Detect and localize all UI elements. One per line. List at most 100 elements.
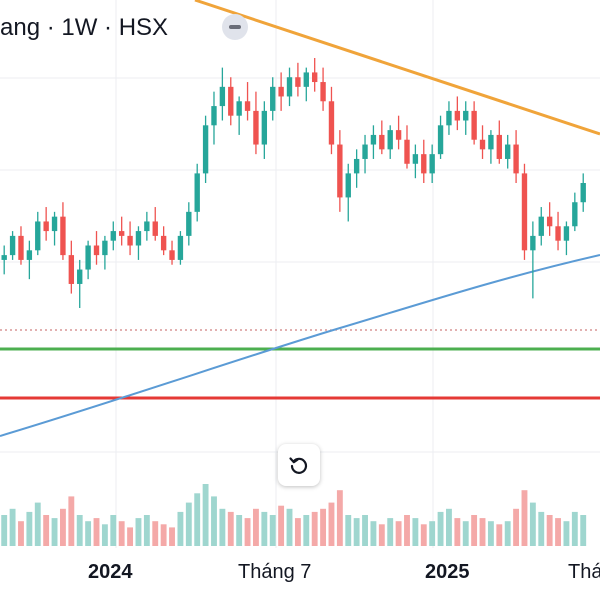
candle-body: [43, 221, 49, 232]
volume-bar: [286, 508, 293, 546]
candle-body: [236, 101, 242, 116]
candle-body: [110, 231, 116, 241]
volume-bar: [101, 524, 108, 546]
candle-body: [370, 134, 377, 145]
candle-body: [1, 255, 7, 260]
candle-body: [563, 226, 570, 241]
volume-bar: [51, 518, 58, 546]
candle-body: [505, 144, 511, 159]
volume-bar: [127, 527, 134, 546]
volume-bar: [76, 515, 83, 546]
volume-bar: [454, 518, 461, 546]
candle-body: [160, 235, 167, 251]
candle-body: [353, 158, 360, 174]
candle-body: [152, 221, 158, 236]
candle-body: [412, 154, 419, 164]
volume-bar: [563, 521, 570, 546]
collapse-legend-button[interactable]: [222, 14, 248, 40]
volume-bar: [479, 518, 486, 546]
candle-body: [253, 110, 259, 145]
moving-average-line: [0, 254, 600, 437]
volume-bar: [194, 493, 201, 546]
descending-trendline: [194, 0, 600, 136]
volume-bar: [34, 502, 41, 546]
volume-bar: [437, 511, 444, 546]
candle-body: [387, 130, 393, 150]
volume-bar: [370, 521, 377, 546]
candle-body: [144, 221, 150, 232]
candle-body: [404, 139, 410, 164]
candle-body: [320, 82, 326, 102]
candle-body: [379, 134, 385, 150]
volume-bar: [244, 518, 251, 546]
candle-body: [26, 250, 33, 260]
volume-bar: [1, 515, 8, 546]
candle-body: [51, 216, 58, 232]
volume-bar: [60, 508, 66, 546]
volume-bar: [236, 515, 243, 546]
candle-body: [421, 154, 427, 174]
symbol-title: ang · 1W · HSX: [0, 14, 169, 41]
volume-bar: [135, 518, 142, 546]
candle-body: [60, 216, 66, 256]
candle-body: [228, 86, 234, 116]
volume-bar: [496, 524, 503, 546]
candle-body: [555, 226, 561, 241]
volume-bar: [571, 511, 578, 546]
volume-bar: [18, 521, 24, 546]
candle-body: [312, 72, 318, 83]
volume-bar: [546, 515, 553, 546]
volume-bar: [9, 508, 16, 546]
volume-bar: [26, 511, 33, 546]
candle-body: [186, 211, 192, 236]
candle-body: [295, 77, 301, 87]
candle-body: [513, 144, 519, 174]
rotate-ccw-icon: [289, 457, 308, 474]
volume-bar: [504, 521, 511, 546]
volume-bar: [219, 508, 226, 546]
candle-body: [580, 183, 586, 203]
candle-body: [303, 72, 309, 87]
candle-body: [530, 235, 536, 251]
x-axis-label-thang-7: Tháng 7: [238, 561, 312, 583]
volume-bar: [513, 508, 520, 546]
candle-body: [395, 130, 402, 140]
candle-body: [429, 154, 435, 174]
candle-body: [328, 101, 335, 145]
volume-bar: [353, 518, 360, 546]
volume-bar: [68, 496, 75, 546]
candle-body: [546, 216, 553, 227]
volume-bar: [404, 515, 410, 546]
volume-bar: [378, 524, 385, 546]
candle-body: [437, 125, 444, 155]
candle-body: [471, 110, 477, 140]
candle-body: [345, 173, 351, 198]
candle-body: [572, 202, 578, 227]
volume-bar: [420, 524, 427, 546]
volume-bar: [278, 505, 285, 546]
volume-bar: [311, 511, 318, 546]
candle-body: [538, 216, 544, 236]
candle-body: [118, 231, 125, 236]
volume-bar: [395, 521, 402, 546]
volume-bar: [269, 515, 276, 546]
volume-bar: [185, 502, 192, 546]
volume-bar: [462, 521, 469, 546]
volume-bar: [303, 515, 310, 546]
candle-body: [496, 134, 502, 159]
reset-chart-button[interactable]: [278, 444, 320, 486]
volume-bar: [160, 524, 167, 546]
volume-bar: [85, 521, 92, 546]
volume-bar: [471, 515, 478, 546]
volume-bar: [169, 527, 175, 546]
volume-bar: [580, 515, 587, 546]
candle-body: [18, 235, 24, 260]
candle-body: [446, 110, 452, 126]
candle-body: [270, 86, 276, 111]
candle-body: [244, 101, 251, 111]
candle-body: [463, 110, 469, 121]
candle-body: [35, 221, 41, 251]
candle-body: [278, 86, 284, 97]
